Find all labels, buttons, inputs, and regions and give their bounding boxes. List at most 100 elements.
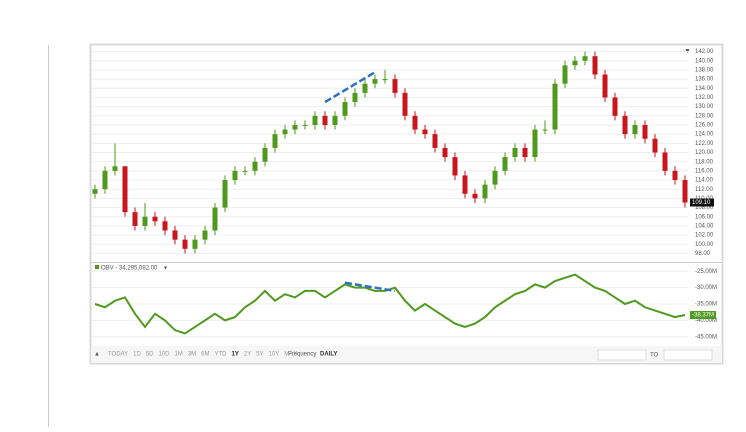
legend-caret[interactable]: ▾: [164, 266, 167, 272]
range-button[interactable]: TODAY: [108, 352, 128, 358]
candle-body: [222, 180, 228, 208]
candle-body: [192, 239, 198, 249]
range-button[interactable]: 10D: [158, 352, 170, 358]
candle-body: [422, 129, 428, 135]
candle-body: [212, 207, 218, 231]
range-button[interactable]: 6M: [201, 352, 209, 358]
candle-body: [562, 65, 568, 84]
toolbar-bg: [91, 346, 722, 363]
candle-body: [342, 102, 348, 116]
y-tick-label: 140.00: [695, 58, 714, 64]
candle-body: [442, 147, 448, 158]
candle-body: [462, 175, 468, 194]
candle-body: [522, 147, 528, 158]
frequency-label: Frequency: [288, 352, 316, 358]
candle-body: [92, 189, 98, 194]
y-tick-label: 124.00: [695, 132, 714, 138]
y-tick-label: 132.00: [695, 95, 714, 101]
y-tick-label: 112.00: [695, 187, 714, 193]
candle-body: [112, 166, 118, 171]
candle-body: [352, 92, 358, 103]
range-button[interactable]: 5D: [146, 352, 154, 358]
trendline: [344, 281, 396, 293]
range-button[interactable]: YTD: [215, 352, 228, 358]
last-price-box: [690, 198, 714, 207]
candle-body: [282, 129, 288, 135]
candle-body: [542, 129, 548, 131]
range-button[interactable]: 3M: [188, 352, 196, 358]
candle-body: [122, 166, 128, 213]
candle-body: [682, 180, 688, 203]
date-from[interactable]: [597, 349, 647, 361]
y-tick-label: 134.00: [695, 86, 714, 92]
y-tick-label: 120.00: [695, 150, 714, 156]
candle-body: [132, 212, 138, 226]
candle-body: [172, 230, 178, 240]
candle-body: [242, 170, 248, 172]
candle-body: [142, 216, 148, 226]
candle-body: [372, 79, 378, 84]
range-button[interactable]: 10Y: [269, 352, 280, 358]
frequency-value[interactable]: DAILY: [320, 352, 337, 358]
candle-body: [302, 124, 308, 126]
candle-body: [402, 92, 408, 116]
candle-body: [102, 170, 108, 190]
y-tick-label: -30.00M: [695, 285, 717, 291]
legend-label[interactable]: OBV - 34,295,082.00: [101, 266, 158, 272]
legend-swatch: [95, 265, 99, 269]
candle-body: [272, 134, 278, 148]
y-tick-label: -45.00M: [695, 334, 717, 340]
y-tick-label: 126.00: [695, 123, 714, 129]
y-tick-label: 102.00: [695, 233, 714, 239]
candle-body: [312, 115, 318, 125]
y-tick-label: 114.00: [695, 178, 714, 184]
candle-body: [612, 97, 618, 116]
candle-body: [202, 230, 208, 240]
candle-body: [502, 157, 508, 171]
candle-body: [322, 115, 328, 125]
range-button[interactable]: 1Y: [232, 352, 239, 358]
range-button[interactable]: 5Y: [256, 352, 263, 358]
last-price-label: 109.10: [692, 200, 711, 206]
chart-frame: [89, 43, 724, 365]
candle-body: [552, 83, 558, 130]
candle-body: [332, 115, 338, 125]
candle-body: [532, 129, 538, 158]
y-tick-label: -40.00M: [695, 318, 717, 324]
last-value-box: [690, 311, 716, 320]
candle-body: [362, 83, 368, 93]
candle-body: [452, 157, 458, 176]
range-button[interactable]: 1M: [174, 352, 182, 358]
candle-body: [652, 138, 658, 153]
y-tick-label: 116.00: [695, 168, 714, 174]
to-label: TO: [650, 353, 659, 359]
candle-body: [602, 74, 608, 98]
candle-body: [582, 56, 588, 61]
last-value-label: -38.37M: [692, 313, 714, 319]
candle-body: [292, 124, 298, 130]
y-tick-label: 122.00: [695, 141, 714, 147]
candle-body: [492, 170, 498, 185]
y-tick-label: 136.00: [695, 77, 714, 83]
candle-body: [482, 184, 488, 199]
candle-body: [152, 216, 158, 222]
candle-body: [232, 170, 238, 181]
date-to[interactable]: [663, 349, 713, 361]
candle-body: [672, 170, 678, 181]
y-tick-label: 104.00: [695, 223, 714, 229]
candle-body: [252, 161, 258, 171]
scroll-arrow[interactable]: ▲: [94, 352, 100, 358]
candle-body: [592, 56, 598, 75]
y-tick-label: -25.00M: [695, 269, 717, 275]
candle-body: [572, 60, 578, 66]
range-button[interactable]: MAX: [284, 352, 297, 358]
candle-body: [182, 239, 188, 249]
candle-body: [622, 115, 628, 135]
candle-body: [392, 79, 398, 93]
range-button[interactable]: 1D: [133, 352, 141, 358]
range-button[interactable]: 2Y: [244, 352, 251, 358]
y-tick-label: 106.00: [695, 214, 714, 220]
candle-body: [512, 147, 518, 158]
y-tick-label: 98.00: [695, 251, 711, 257]
